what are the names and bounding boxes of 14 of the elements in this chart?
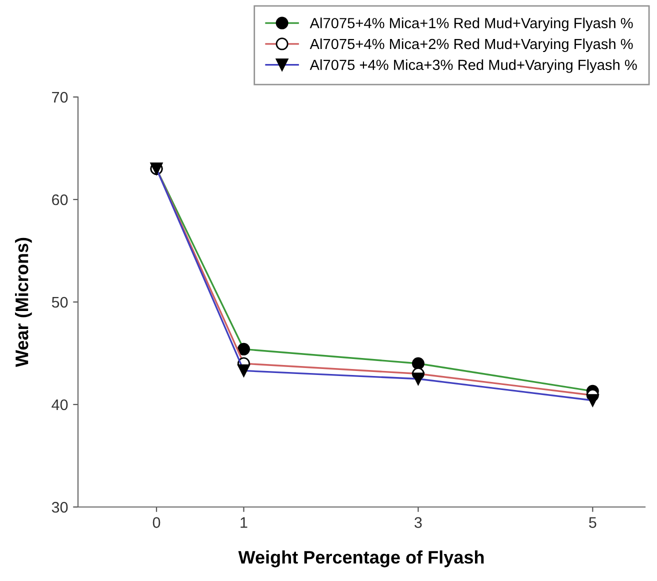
legend-label: Al7075 +4% Mica+3% Red Mud+Varying Flyash % xyxy=(310,59,637,73)
x-tick-label: 3 xyxy=(414,517,422,528)
y-tick-label: 70 xyxy=(52,92,68,103)
legend-label: Al7075+4% Mica+1% Red Mud+Varying Flyash % xyxy=(310,18,633,32)
y-tick-label: 50 xyxy=(52,296,68,308)
x-tick-label: 0 xyxy=(152,517,160,528)
y-axis-title: Wear (Microns) xyxy=(15,238,32,368)
x-tick-label: 1 xyxy=(240,517,248,528)
y-tick-label: 30 xyxy=(52,502,68,513)
x-axis-title: Weight Percentage of Flyash xyxy=(238,550,484,568)
y-tick-label: 40 xyxy=(52,399,68,410)
legend-label: Al7075+4% Mica+2% Red Mud+Varying Flyash % xyxy=(310,38,633,52)
x-tick-label: 5 xyxy=(589,517,596,528)
y-tick-label: 60 xyxy=(52,194,68,206)
